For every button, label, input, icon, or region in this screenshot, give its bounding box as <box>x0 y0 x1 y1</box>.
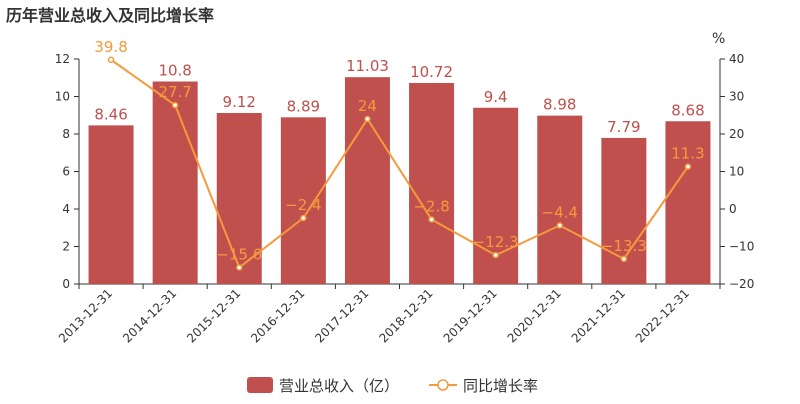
growth-value-label: −2.4 <box>285 196 321 214</box>
bar-value-label: 10.8 <box>158 62 191 80</box>
growth-point <box>171 101 179 109</box>
x-axis-tick-label: 2022-12-31 <box>633 286 692 345</box>
left-axis-tick-label: 6 <box>62 165 70 179</box>
x-axis-tick-label: 2015-12-31 <box>184 286 243 345</box>
right-axis-unit-label: % <box>712 31 725 47</box>
right-axis-tick-label: 40 <box>729 52 744 66</box>
growth-value-label: −13.3 <box>601 237 647 255</box>
x-axis-tick-label: 2014-12-31 <box>120 286 179 345</box>
x-axis-tick-label: 2021-12-31 <box>569 286 628 345</box>
growth-point <box>300 214 307 222</box>
chart-title: 历年营业总收入及同比增长率 <box>6 6 214 25</box>
x-axis-tick-label: 2018-12-31 <box>376 286 435 345</box>
right-axis-tick-label: −20 <box>729 277 754 291</box>
bar <box>88 125 134 284</box>
left-axis-tick-label: 2 <box>62 240 70 254</box>
x-axis-tick-label: 2020-12-31 <box>505 286 564 345</box>
bar <box>344 77 390 284</box>
growth-value-label: −4.4 <box>542 204 578 222</box>
growth-point <box>107 56 115 63</box>
bar <box>537 115 583 284</box>
x-axis-tick-label: 2013-12-31 <box>56 286 115 345</box>
x-axis-tick-label: 2017-12-31 <box>312 286 371 345</box>
growth-point <box>428 216 435 223</box>
legend: 营业总收入（亿） 同比增长率 <box>247 377 538 395</box>
growth-line <box>110 58 689 270</box>
right-y-axis: % −20 −10 0 10 20 30 40 <box>712 31 754 291</box>
bar-value-label: 10.72 <box>410 63 453 81</box>
growth-value-label: 27.7 <box>158 83 191 101</box>
growth-value-label: −15.6 <box>216 246 262 264</box>
bar-value-label: 8.46 <box>94 105 127 123</box>
growth-value-label: 24 <box>358 97 377 115</box>
right-axis-tick-label: 0 <box>729 202 737 216</box>
bar-value-label: 11.03 <box>346 57 389 75</box>
growth-point <box>556 222 563 229</box>
line-series <box>107 56 692 271</box>
x-axis-tick-label: 2016-12-31 <box>248 286 307 345</box>
bar-value-label: 8.68 <box>671 101 704 119</box>
x-axis: 2013-12-31 2014-12-31 2015-12-31 2016-12-31… <box>56 283 721 345</box>
growth-point <box>620 255 628 263</box>
bar-value-label: 8.89 <box>287 97 320 115</box>
left-axis-tick-label: 0 <box>62 277 70 291</box>
growth-point <box>364 115 371 123</box>
bar-series <box>88 77 711 284</box>
legend-line-marker <box>437 379 449 391</box>
left-axis-tick-label: 12 <box>55 52 70 66</box>
legend-line-label: 同比增长率 <box>463 377 538 395</box>
bar-labels: 8.46 10.8 9.12 8.89 11.03 10.72 9.4 8.98 7.79 8.6… <box>94 57 704 136</box>
left-axis-tick-label: 10 <box>55 90 70 104</box>
growth-value-label: 39.8 <box>94 38 127 56</box>
growth-value-label: −12.3 <box>473 233 519 251</box>
right-axis-tick-label: 20 <box>729 127 744 141</box>
right-axis-tick-label: −10 <box>729 240 754 254</box>
legend-bar-label: 营业总收入（亿） <box>279 377 399 395</box>
growth-point <box>236 264 243 271</box>
bar <box>409 83 455 284</box>
growth-point <box>684 163 692 170</box>
left-axis-tick-label: 8 <box>62 127 70 141</box>
growth-value-label: 11.3 <box>671 145 704 163</box>
growth-value-label: −2.8 <box>413 198 449 216</box>
left-axis-tick-label: 4 <box>62 202 70 216</box>
bar <box>152 81 198 284</box>
growth-point <box>492 251 499 259</box>
right-axis-tick-label: 30 <box>729 90 744 104</box>
right-axis-tick-label: 10 <box>729 165 744 179</box>
bar-value-label: 7.79 <box>607 118 640 136</box>
line-labels: 39.8 27.7 −15.6 −2.4 24 −2.8 −12.3 −4.4 −13.3 11.… <box>94 38 704 264</box>
bar <box>665 121 711 284</box>
legend-bar-swatch <box>247 377 273 393</box>
bar-value-label: 8.98 <box>543 96 576 114</box>
bar-value-label: 9.4 <box>484 88 508 106</box>
x-axis-tick-label: 2019-12-31 <box>441 286 500 345</box>
bar-value-label: 9.12 <box>223 93 256 111</box>
left-y-axis: 0 2 4 6 8 10 12 <box>55 52 80 291</box>
bar <box>280 117 326 284</box>
